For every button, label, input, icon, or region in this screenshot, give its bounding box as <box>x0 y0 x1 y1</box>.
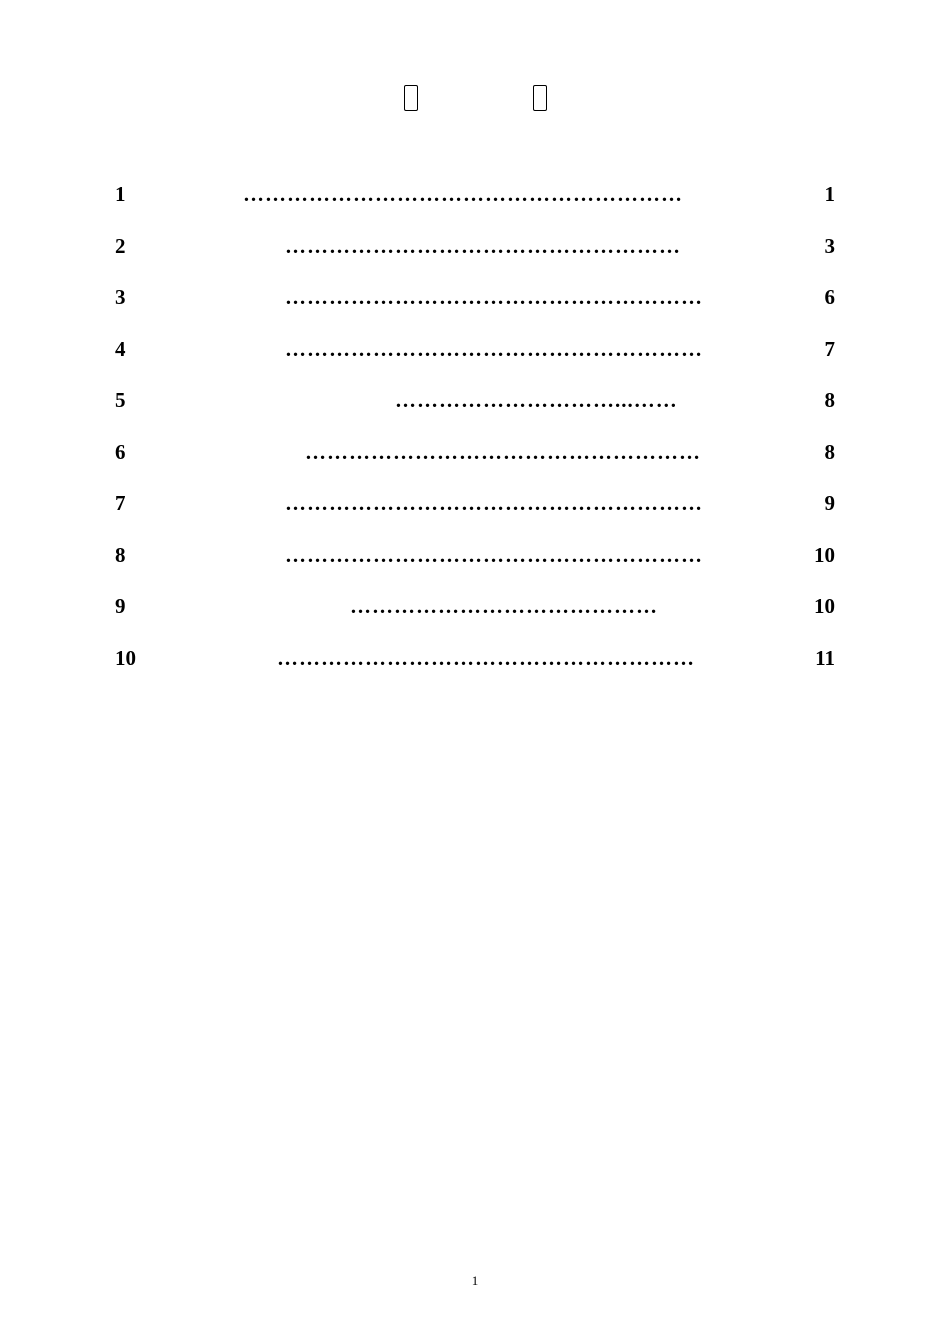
toc-entry-dots: ………………………………………………… <box>285 334 821 366</box>
toc-entry-dots: ………………………………………………… <box>277 643 811 675</box>
toc-entry: 4 …………………………………………………7 <box>115 334 835 366</box>
toc-entry-page: 3 <box>825 231 836 263</box>
toc-entry-page: 1 <box>825 179 836 211</box>
toc-entry: 10 …………………………………………………11 <box>115 643 835 675</box>
toc-entry-number: 6 <box>115 437 143 469</box>
toc-entry-dots: …………………………...…… <box>395 385 821 417</box>
toc-entry: 5 …………………………...……8 <box>115 385 835 417</box>
toc-entry-number: 9 <box>115 591 143 623</box>
toc-entry-page: 10 <box>814 591 835 623</box>
toc-entry: 8 …………………………………………………10 <box>115 540 835 572</box>
toc-entry-page: 10 <box>814 540 835 572</box>
toc-entry-page: 6 <box>825 282 836 314</box>
toc-entry-dots: …………………………………… <box>350 591 810 623</box>
toc-entry: 6 ………………………………………………8 <box>115 437 835 469</box>
toc-entry-number: 2 <box>115 231 143 263</box>
toc-entry: 1……………………………………………………1 <box>115 179 835 211</box>
toc-entry-page: 8 <box>825 437 836 469</box>
toc-entry: 7 …………………………………………………9 <box>115 488 835 520</box>
page-number: 1 <box>0 1273 950 1289</box>
toc-entry: 2 ………………………………………………3 <box>115 231 835 263</box>
header-mark-left <box>404 85 418 111</box>
toc-entry-dots: …………………………………………………… <box>243 179 821 211</box>
header-mark-right <box>533 85 547 111</box>
header-marks <box>115 85 835 111</box>
toc-entry-dots: ……………………………………………… <box>285 231 821 263</box>
toc-entry-number: 1 <box>115 179 143 211</box>
toc-entry-dots: ………………………………………………… <box>285 488 821 520</box>
toc-entry-number: 8 <box>115 540 143 572</box>
toc-entry-dots: ……………………………………………… <box>305 437 821 469</box>
toc-entry-dots: ………………………………………………… <box>285 282 821 314</box>
toc-entry-number: 3 <box>115 282 143 314</box>
toc-entry-number: 5 <box>115 385 143 417</box>
toc-entry-page: 9 <box>825 488 836 520</box>
toc-entry-number: 4 <box>115 334 143 366</box>
toc-entry-number: 7 <box>115 488 143 520</box>
toc-entry: 9 …………………………………… 10 <box>115 591 835 623</box>
toc-entry-number: 10 <box>115 643 143 675</box>
toc-entry-dots: ………………………………………………… <box>285 540 810 572</box>
toc-entry-page: 8 <box>825 385 836 417</box>
table-of-contents: 1……………………………………………………12……………………………………………… <box>115 179 835 674</box>
toc-entry-page: 7 <box>825 334 836 366</box>
toc-entry: 3 …………………………………………………6 <box>115 282 835 314</box>
toc-entry-page: 11 <box>815 643 835 675</box>
